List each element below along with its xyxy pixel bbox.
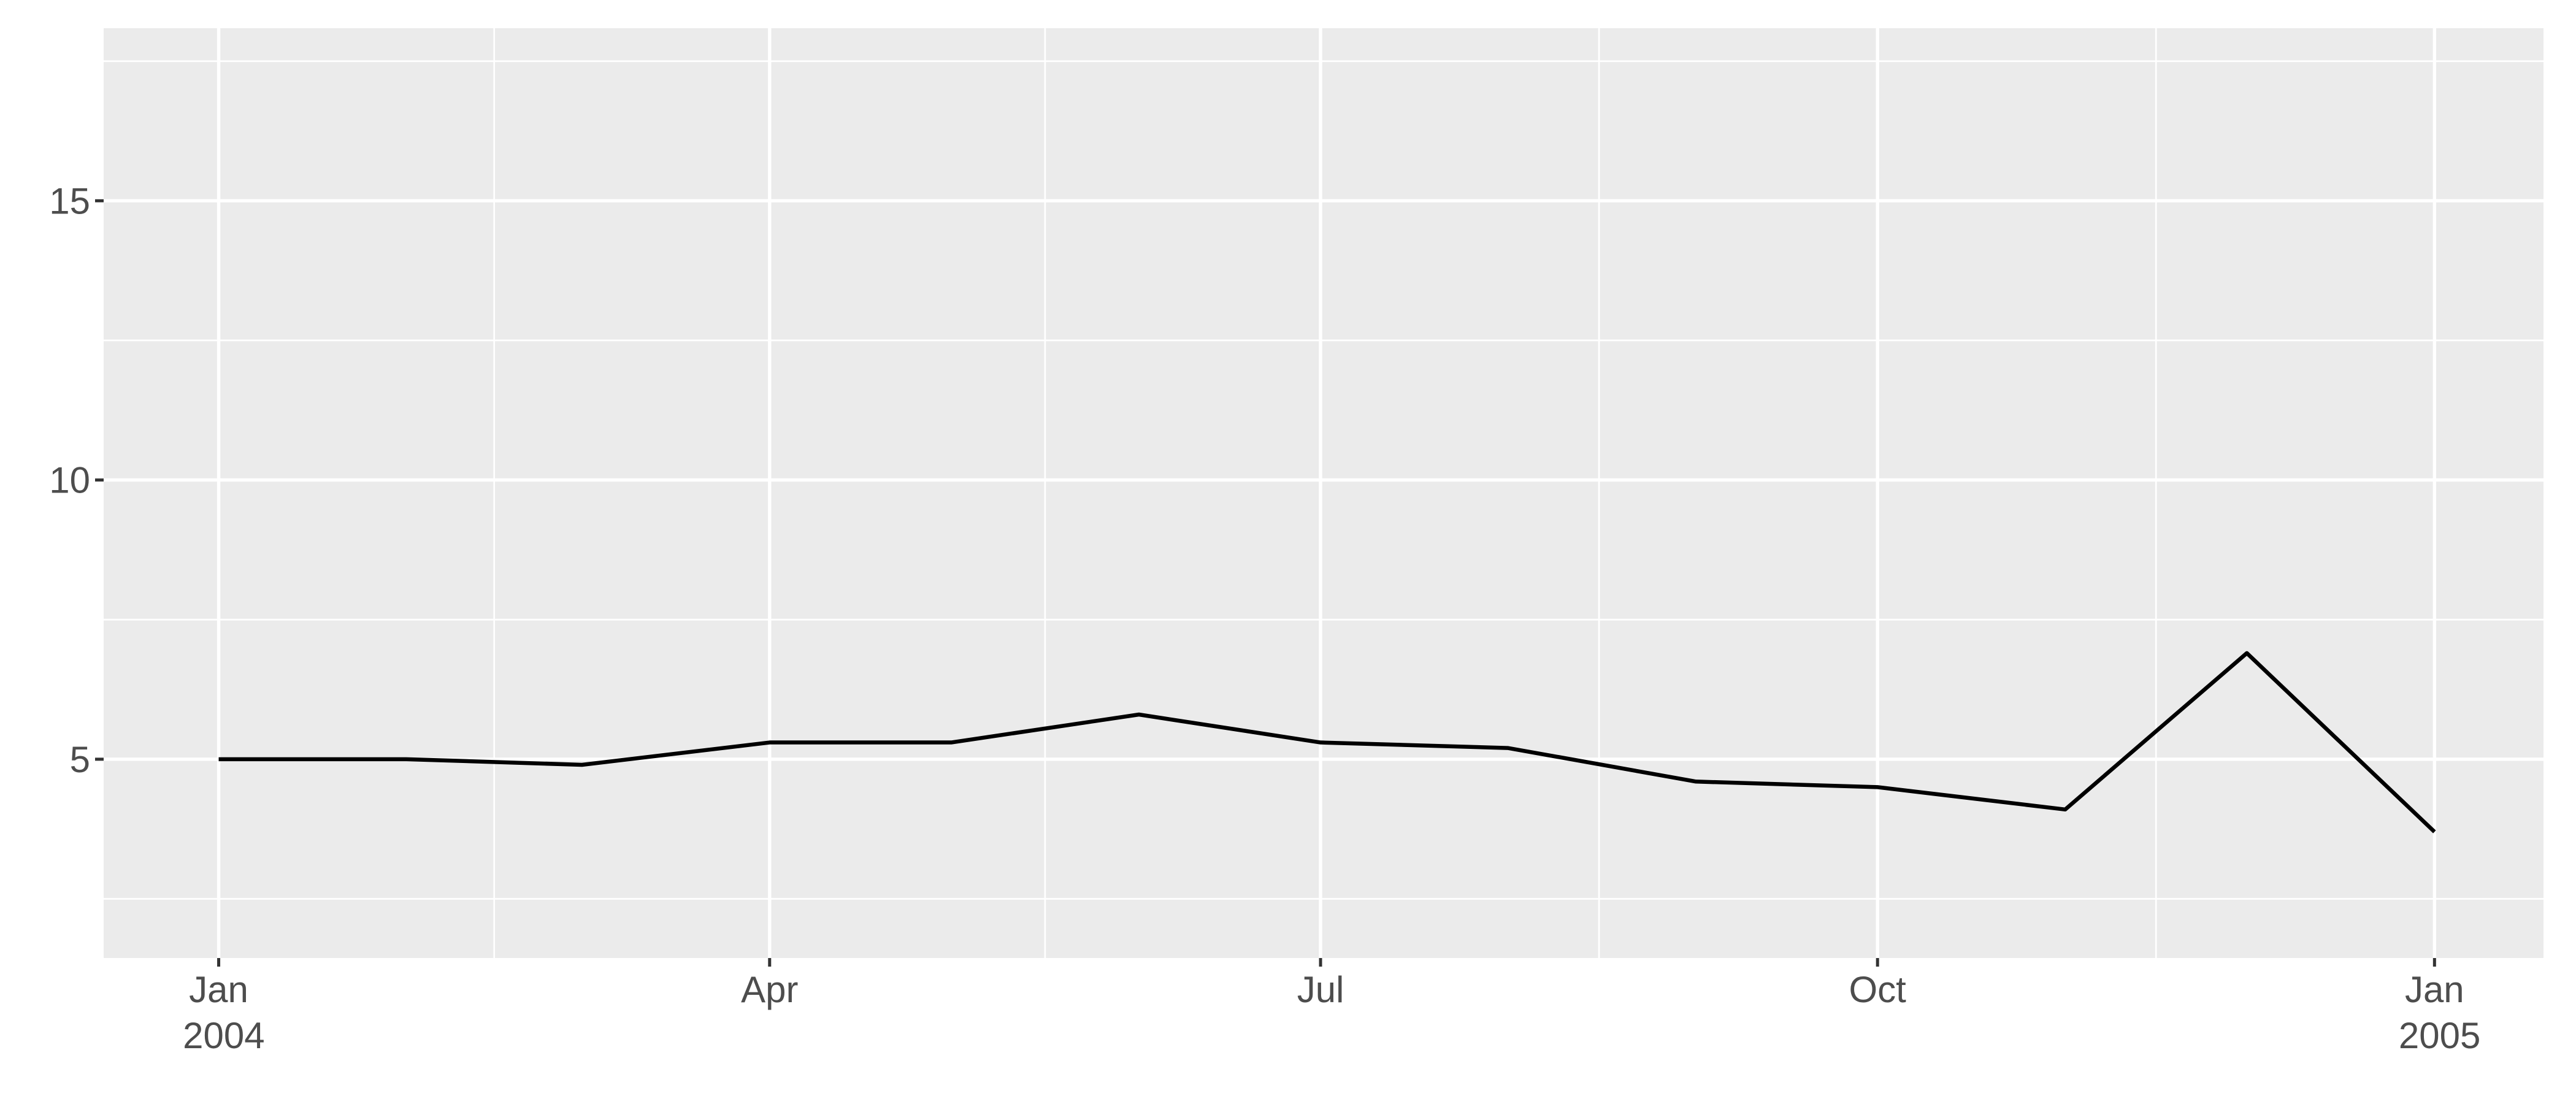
y-tick-label: 10: [49, 460, 90, 501]
x-tick-label: Jan 2004: [172, 969, 264, 1056]
data-line: [218, 651, 2436, 834]
x-tick-label: Oct: [1849, 969, 1907, 1010]
x-tick-label: Apr: [741, 969, 798, 1010]
y-tick-label: 15: [49, 180, 90, 221]
y-tick-label: 5: [70, 739, 90, 780]
panel-background: [104, 28, 2543, 958]
x-tick-label: Jul: [1297, 969, 1344, 1010]
x-tick-label: Jan 2005: [2388, 969, 2480, 1056]
